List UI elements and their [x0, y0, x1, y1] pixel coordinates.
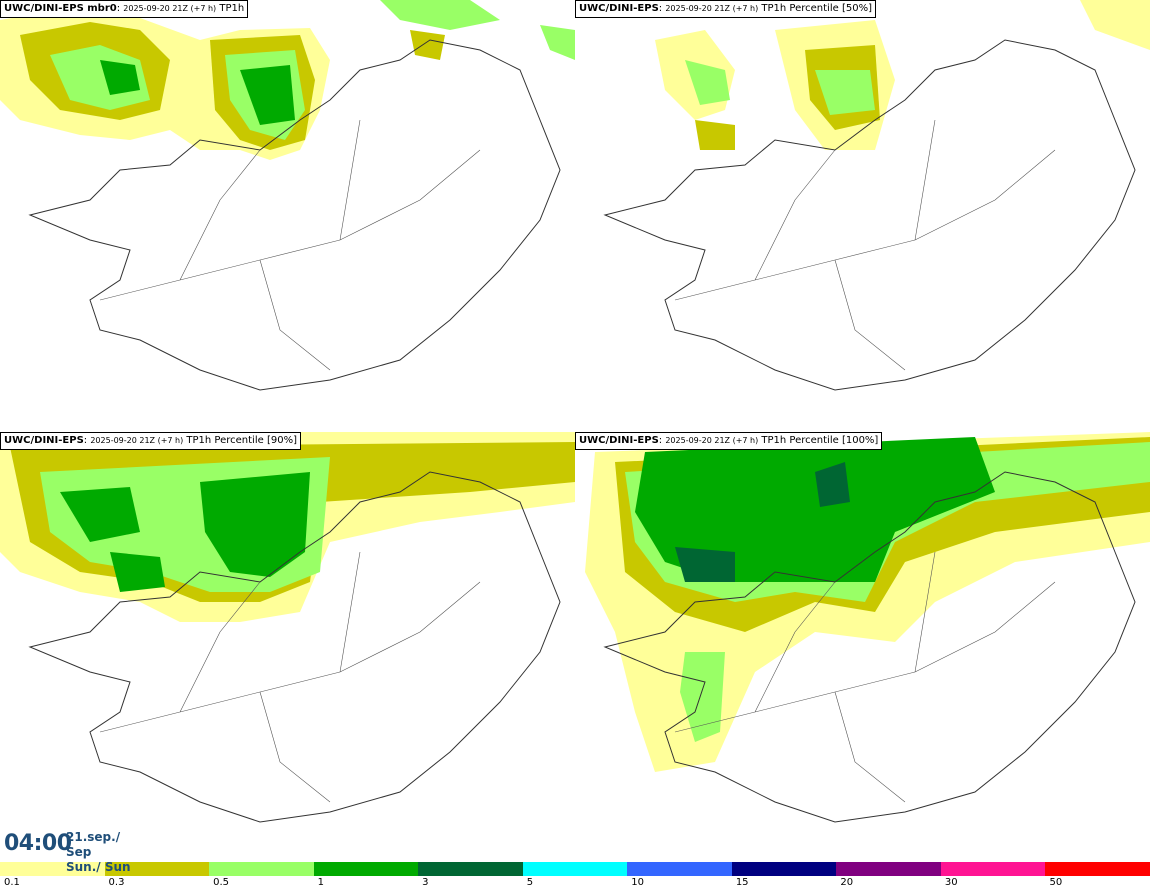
precip-map-p100 [585, 432, 1150, 823]
legend-label: 50 [1049, 877, 1063, 888]
legend-label: 30 [944, 877, 958, 888]
legend-swatch [940, 862, 1046, 876]
legend-swatch [522, 862, 628, 876]
legend-label: 20 [840, 877, 854, 888]
map-panel-member0: UWC/DINI-EPS mbr0: 2025-09-20 21Z (+7 h)… [0, 0, 575, 432]
model-name: UWC/DINI-EPS [4, 435, 84, 446]
valid-time: 04:00 [4, 831, 72, 856]
model-name: UWC/DINI-EPS mbr0 [4, 3, 117, 14]
legend-label: 15 [735, 877, 749, 888]
legend-label: 10 [631, 877, 644, 888]
precip-field [585, 432, 1150, 772]
panel-title: UWC/DINI-EPS: 2025-09-20 21Z (+7 h) TP1h… [575, 0, 876, 18]
legend-swatch [313, 862, 419, 876]
road-network [99, 551, 481, 803]
precip-map-p50 [603, 0, 1150, 391]
precip-field [655, 0, 1150, 150]
iceland-coastline [603, 471, 1136, 823]
road-network [99, 119, 481, 371]
field-name: TP1h Percentile [90%] [186, 435, 297, 446]
legend-swatch [209, 862, 314, 876]
valid-date-line2: Sun./ Sun [66, 860, 131, 874]
legend-swatch [836, 862, 941, 876]
legend-label: 5 [526, 877, 534, 888]
valid-date-line1: 21.sep./ Sep [66, 830, 121, 859]
precip-legend: 0.1 0.3 0.5 1 3 5 10 15 20 30 50 [0, 862, 1150, 891]
precip-map-p90 [0, 432, 575, 823]
legend-label: 1 [317, 877, 324, 888]
legend-colorbar [0, 862, 1150, 876]
road-network [674, 119, 1056, 371]
panel-title: UWC/DINI-EPS: 2025-09-20 21Z (+7 h) TP1h… [575, 432, 883, 450]
run-time: 2025-09-20 21Z (+7 h) [123, 4, 217, 13]
run-time: 2025-09-20 21Z (+7 h) [90, 436, 184, 445]
legend-swatch [627, 862, 732, 876]
legend-label: 0.3 [108, 877, 125, 888]
road-network [674, 551, 1056, 803]
legend-swatch [104, 862, 210, 876]
map-panel-p50: UWC/DINI-EPS: 2025-09-20 21Z (+7 h) TP1h… [575, 0, 1150, 432]
legend-label: 0.1 [4, 877, 20, 888]
panel-title: UWC/DINI-EPS mbr0: 2025-09-20 21Z (+7 h)… [0, 0, 249, 18]
legend-swatch [1045, 862, 1150, 876]
legend-label: 0.5 [213, 877, 229, 888]
valid-time-box: 04:00 21.sep./ Sep Sun./ Sun [0, 828, 134, 874]
field-name: TP1h Percentile [100%] [761, 435, 879, 446]
run-time: 2025-09-20 21Z (+7 h) [665, 436, 759, 445]
iceland-coastline [28, 471, 561, 823]
model-name: UWC/DINI-EPS [579, 435, 659, 446]
field-name: TP1h Percentile [50%] [761, 3, 872, 14]
map-panel-p100: UWC/DINI-EPS: 2025-09-20 21Z (+7 h) TP1h… [575, 432, 1150, 864]
legend-label: 3 [422, 877, 429, 888]
legend-swatch [0, 862, 105, 876]
field-name: TP1h [219, 3, 245, 14]
model-name: UWC/DINI-EPS [579, 3, 659, 14]
iceland-coastline [28, 39, 561, 391]
precip-map-member0 [0, 0, 575, 391]
precip-field [0, 0, 575, 160]
precip-field [0, 432, 575, 622]
legend-swatch [731, 862, 837, 876]
valid-date: 21.sep./ Sep Sun./ Sun [66, 830, 134, 875]
run-time: 2025-09-20 21Z (+7 h) [665, 4, 759, 13]
map-panel-p90: UWC/DINI-EPS: 2025-09-20 21Z (+7 h) TP1h… [0, 432, 575, 864]
iceland-coastline [603, 39, 1136, 391]
panel-title: UWC/DINI-EPS: 2025-09-20 21Z (+7 h) TP1h… [0, 432, 301, 450]
legend-swatch [418, 862, 523, 876]
